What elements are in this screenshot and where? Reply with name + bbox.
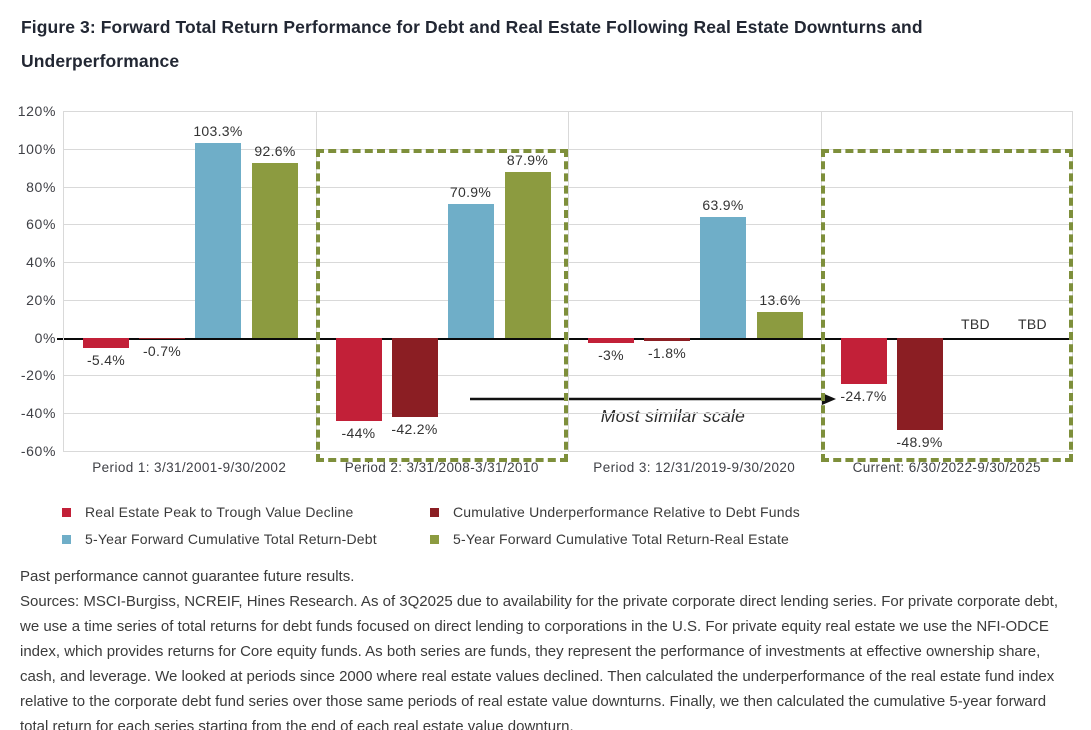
- bar: [139, 337, 185, 340]
- bar-value-label: -48.9%: [896, 434, 943, 450]
- plot-area: Most similar scale -5.4% -44% -3% -24.7% -0.…: [57, 111, 1073, 462]
- legend-swatch: [62, 507, 71, 517]
- footnotes: Past performance cannot guarantee future…: [20, 564, 1076, 730]
- bar: [700, 217, 746, 338]
- legend-label: Cumulative Underperformance Relative to …: [453, 504, 800, 520]
- bar: [840, 337, 887, 385]
- bar-value-label: -5.4%: [86, 351, 126, 368]
- y-axis-labels: 120% 100% 80% 60% 40% 20% 0% -20% -40% -60%: [0, 103, 56, 459]
- legend-swatch: [430, 534, 439, 544]
- bar: [504, 171, 551, 338]
- x-axis-label: Period 2: 3/31/2008-3/31/2010: [344, 460, 539, 475]
- bar-value-label: 63.9%: [702, 197, 744, 213]
- legend: Real Estate Peak to Trough Value Decline…: [62, 504, 800, 547]
- bar: [83, 337, 129, 348]
- bar-value-label: 70.9%: [449, 183, 492, 200]
- legend-label: Real Estate Peak to Trough Value Decline: [85, 504, 354, 520]
- bar-value-label: -0.7%: [142, 343, 182, 359]
- gridline-vertical: [63, 111, 64, 451]
- bar: [588, 337, 634, 344]
- x-axis-label: Period 1: 3/31/2001-9/30/2002: [92, 460, 287, 475]
- bar-value-label: 13.6%: [759, 292, 801, 308]
- y-axis-tick-label: 60%: [26, 216, 56, 233]
- highlight-dashed-box: [315, 148, 568, 462]
- legend-swatch: [430, 507, 439, 517]
- bar-value-label: 87.9%: [506, 151, 549, 168]
- bar-value-label: 92.6%: [254, 142, 296, 159]
- disclaimer-text: Past performance cannot guarantee future…: [20, 568, 355, 585]
- legend-swatch: [62, 534, 71, 544]
- bar: [335, 337, 382, 421]
- highlight-dashed-box: [820, 148, 1073, 462]
- bar: [252, 162, 298, 338]
- legend-label: 5-Year Forward Cumulative Total Return-R…: [453, 531, 790, 547]
- legend-label: 5-Year Forward Cumulative Total Return-D…: [85, 531, 377, 547]
- bar-value-label: TBD: [1018, 315, 1047, 332]
- bar: [896, 337, 943, 431]
- figure-title: Figure 3: Forward Total Return Performan…: [21, 17, 923, 71]
- y-axis-tick-label: -40%: [20, 405, 56, 422]
- sources-text: Sources: MSCI-Burgiss, NCREIF, Hines Res…: [20, 593, 1058, 730]
- y-axis-tick-label: 120%: [17, 103, 56, 119]
- bar-value-label: TBD: [961, 315, 990, 332]
- y-axis-tick-label: 100%: [17, 140, 56, 157]
- legend-item: Cumulative Underperformance Relative to …: [430, 504, 800, 520]
- bar-value-label: -1.8%: [647, 345, 687, 362]
- similar-scale-arrow: [470, 393, 836, 405]
- y-axis-tick-label: 80%: [26, 178, 56, 195]
- legend-item: 5-Year Forward Cumulative Total Return-R…: [430, 531, 800, 547]
- bar: [391, 337, 438, 418]
- y-axis-tick-label: -20%: [20, 367, 56, 384]
- bar-value-label: -24.7%: [840, 388, 887, 405]
- gridline-horizontal: [63, 451, 1073, 452]
- similar-scale-label: Most similar scale: [600, 406, 746, 426]
- gridline-vertical: [568, 111, 569, 451]
- y-axis-tick-label: 40%: [26, 254, 56, 271]
- y-axis-tick-label: 20%: [26, 291, 56, 308]
- legend-item: Real Estate Peak to Trough Value Decline: [62, 504, 430, 520]
- bar: [644, 337, 690, 342]
- x-axis-labels: Period 1: 3/31/2001-9/30/2002 Period 2: 3…: [63, 460, 1073, 475]
- bar-value-label: -44%: [341, 424, 376, 441]
- bar-value-label: -42.2%: [391, 421, 438, 438]
- bar: [447, 203, 494, 338]
- legend-item: 5-Year Forward Cumulative Total Return-D…: [62, 531, 430, 547]
- y-axis-tick-label: 0%: [34, 329, 56, 346]
- bar-value-label: 103.3%: [193, 122, 243, 139]
- y-axis-tick-label: -60%: [20, 443, 56, 459]
- bar-value-label: -3%: [598, 347, 624, 364]
- x-axis-label: Current: 6/30/2022-9/30/2025: [852, 460, 1041, 475]
- x-axis-label: Period 3: 12/31/2019-9/30/2020: [593, 460, 796, 475]
- bar: [195, 142, 241, 338]
- bar: [757, 312, 803, 338]
